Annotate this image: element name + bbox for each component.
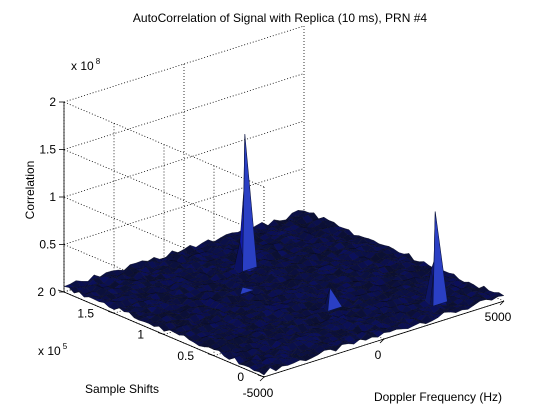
z-tick-label: 1.5 <box>39 143 56 157</box>
y-tick <box>107 310 115 314</box>
y-axis-label: Sample Shifts <box>85 382 159 396</box>
y-multiplier-exp: 5 <box>63 342 68 351</box>
y-tick <box>207 353 215 357</box>
y-multiplier-base: x 10 <box>38 344 61 358</box>
back-wall-gridline-z <box>63 73 305 150</box>
x-tick <box>259 376 265 382</box>
surface-peak-face <box>432 211 448 307</box>
z-multiplier-base: x 10 <box>71 59 94 73</box>
z-multiplier: x 10 8 <box>71 57 101 73</box>
y-tick-label: 2 <box>37 285 44 299</box>
chart-title: AutoCorrelation of Signal with Replica (… <box>133 11 427 25</box>
y-tick-label: 0 <box>237 370 244 384</box>
z-tick-label: 1 <box>49 190 56 204</box>
surface-peak-face <box>239 286 256 295</box>
z-multiplier-exp: 8 <box>96 57 101 66</box>
x-tick-label: 5000 <box>485 310 512 324</box>
axis-layer <box>57 101 505 382</box>
surface-layer <box>63 134 505 376</box>
side-wall-gridline-z <box>63 101 265 188</box>
text-layer: AutoCorrelation of Signal with Replica (… <box>23 11 512 404</box>
y-tick-label: 1 <box>137 328 144 342</box>
surface-patch <box>492 292 505 298</box>
x-tick-label: -5000 <box>243 386 274 400</box>
y-tick <box>157 332 165 335</box>
x-tick <box>499 300 505 306</box>
z-axis-label: Correlation <box>23 161 37 220</box>
y-tick <box>257 374 265 378</box>
y-tick-label: 1.5 <box>77 306 94 320</box>
z-tick-label: 0 <box>49 285 56 299</box>
z-tick-label: 2 <box>49 95 56 109</box>
y-tick-label: 0.5 <box>177 349 194 363</box>
y-multiplier: x 10 5 <box>38 342 68 358</box>
x-tick <box>379 338 385 344</box>
x-tick-label: 0 <box>375 348 382 362</box>
z-tick-label: 0.5 <box>39 238 56 252</box>
x-axis-label: Doppler Frequency (Hz) <box>374 390 502 404</box>
back-wall-gridline-z <box>63 120 305 198</box>
surface-peak-face <box>242 134 258 272</box>
side-wall-gridline-z <box>63 149 265 235</box>
surface-peak-face <box>327 286 343 312</box>
